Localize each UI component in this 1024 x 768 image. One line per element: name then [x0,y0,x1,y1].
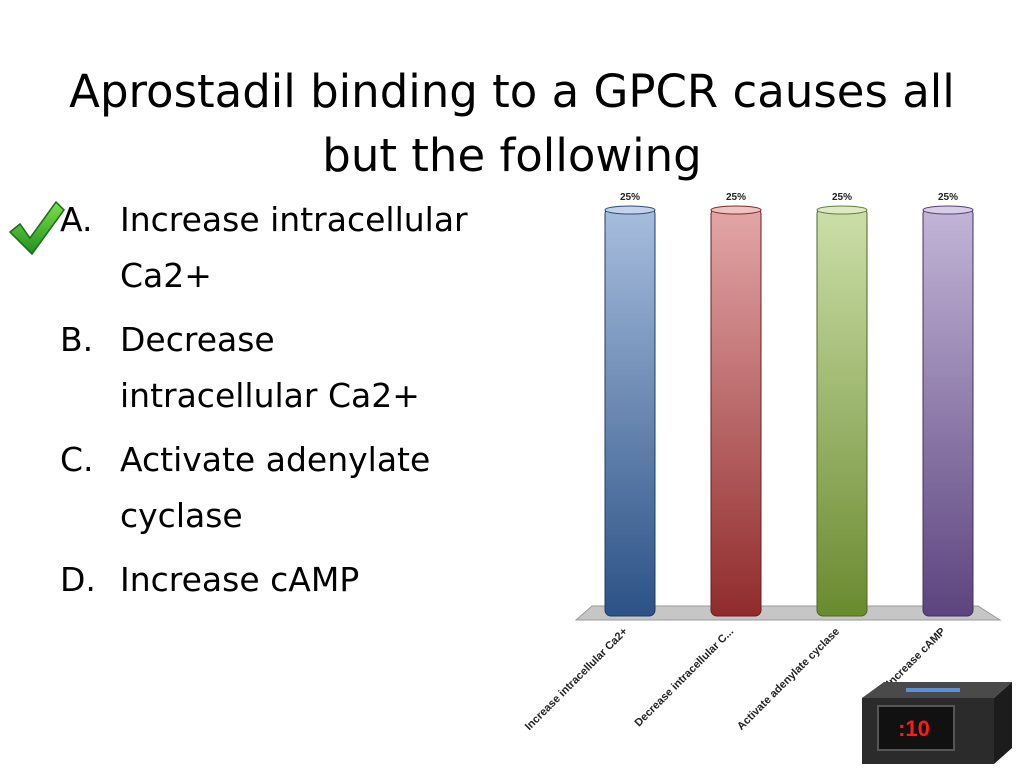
option-c[interactable]: C. Activate adenylate cyclase [60,432,480,544]
option-text: Activate adenylate cyclase [120,440,431,535]
option-text: Decrease intracellular Ca2+ [120,320,420,415]
option-text: Increase cAMP [120,560,360,599]
category-label: Activate adenylate cyclase [735,626,842,733]
bar-value-label: 25% [620,192,640,203]
countdown-timer: :10 [862,678,1012,766]
answer-options: A. Increase intracellular Ca2+ B. Decrea… [60,192,480,616]
checkmark-icon [8,200,65,256]
bar-cap-1 [604,205,656,215]
bar-value-label: 25% [938,192,958,203]
bar-2 [710,207,762,617]
bar-value-label: 25% [726,192,746,203]
bar-cap-2 [710,205,762,215]
response-chart: 25% Increase intracellular Ca2+ 25% Decreas… [523,192,1002,733]
bar-3 [816,207,868,617]
option-b[interactable]: B. Decrease intracellular Ca2+ [60,312,480,424]
option-letter: C. [60,440,94,479]
bar-4 [922,207,974,617]
bar-cap-3 [816,205,868,215]
category-label: Decrease intracellular C... [633,626,737,730]
timer-box-icon [862,682,1012,764]
option-text: Increase intracellular Ca2+ [120,200,468,295]
slide-title: Aprostadil binding to a GPCR causes all … [69,65,955,183]
option-letter: A. [60,200,93,239]
timer-text: :10 [898,716,930,741]
option-a[interactable]: A. Increase intracellular Ca2+ [60,192,480,304]
option-letter: D. [60,560,96,599]
category-label: Increase intracellular Ca2+ [523,626,630,733]
bar-value-label: 25% [832,192,852,203]
bar-1 [604,207,656,617]
option-letter: B. [60,320,94,359]
bar-cap-4 [922,205,974,215]
option-d[interactable]: D. Increase cAMP [60,552,480,608]
chart-floor [574,605,1002,621]
